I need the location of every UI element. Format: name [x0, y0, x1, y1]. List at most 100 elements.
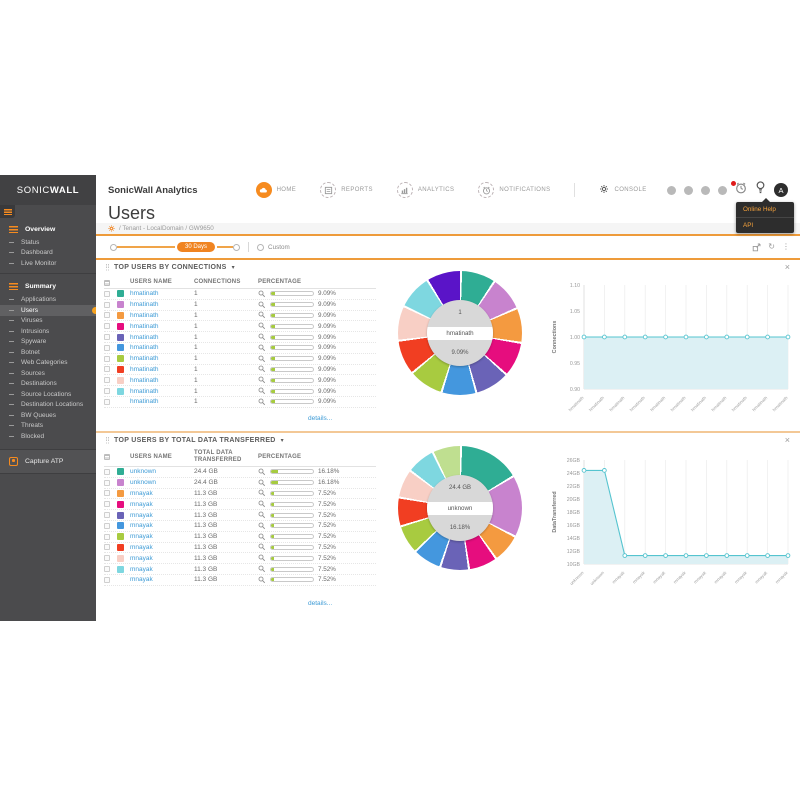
hamburger-menu-icon[interactable] [0, 205, 15, 218]
row-checkbox[interactable] [104, 323, 110, 330]
close-icon[interactable]: × [784, 262, 790, 272]
magnifier-icon[interactable] [258, 387, 266, 395]
drag-handle-icon[interactable] [106, 436, 109, 445]
sidebar-item-botnet[interactable]: Botnet [0, 347, 96, 358]
user-name-link[interactable]: unknown [130, 468, 157, 476]
row-checkbox[interactable] [104, 576, 110, 583]
chevron-down-icon[interactable]: ▾ [280, 437, 284, 444]
sidebar-item-source-locations[interactable]: Source Locations [0, 389, 96, 400]
kebab-menu-icon[interactable]: ⋮ [782, 242, 790, 251]
menu-dot-icon[interactable] [667, 185, 676, 195]
sidebar-item-destinations[interactable]: Destinations [0, 379, 96, 390]
alerts-clock-icon[interactable] [730, 180, 747, 199]
row-checkbox[interactable] [104, 544, 110, 551]
magnifier-icon[interactable] [258, 311, 266, 319]
user-name-link[interactable]: hmatinath [130, 376, 159, 384]
user-name-link[interactable]: mnayak [130, 511, 153, 519]
magnifier-icon[interactable] [258, 543, 266, 551]
api-menu-item[interactable]: API [736, 217, 794, 233]
user-name-link[interactable]: hmatinath [130, 344, 159, 352]
row-checkbox[interactable] [104, 355, 110, 362]
magnifier-icon[interactable] [258, 301, 266, 309]
sidebar-item-destination-locations[interactable]: Destination Locations [0, 400, 96, 411]
sidebar-item-dashboard[interactable]: Dashboard [0, 248, 96, 259]
sidebar-item-applications[interactable]: Applications [0, 295, 96, 306]
magnifier-icon[interactable] [258, 565, 266, 573]
user-name-link[interactable]: mnayak [130, 543, 153, 551]
user-avatar[interactable]: A [774, 183, 788, 197]
close-icon[interactable]: × [784, 435, 790, 445]
chevron-down-icon[interactable]: ▾ [231, 264, 235, 271]
user-name-link[interactable]: mnayak [130, 500, 153, 508]
details-link[interactable]: details... [308, 600, 333, 607]
user-name-link[interactable]: mnayak [130, 522, 153, 530]
magnifier-icon[interactable] [258, 355, 266, 363]
row-checkbox[interactable] [104, 501, 110, 508]
nav-item-reports[interactable]: REPORTS [320, 182, 373, 198]
row-checkbox[interactable] [104, 290, 110, 297]
row-checkbox[interactable] [104, 468, 110, 475]
sidebar-item-threats[interactable]: Threats [0, 421, 96, 432]
nav-item-analytics[interactable]: ANALYTICS [396, 182, 455, 198]
row-checkbox[interactable] [104, 533, 110, 540]
magnifier-icon[interactable] [258, 398, 266, 406]
row-checkbox[interactable] [104, 566, 110, 573]
sidebar-item-live-monitor[interactable]: Live Monitor [0, 258, 96, 269]
row-checkbox[interactable] [104, 555, 110, 562]
row-checkbox[interactable] [104, 490, 110, 497]
user-name-link[interactable]: hmatinath [130, 365, 159, 373]
magnifier-icon[interactable] [258, 489, 266, 497]
select-all-checkbox[interactable] [104, 279, 110, 286]
drag-handle-icon[interactable] [106, 263, 109, 272]
slider-end-handle[interactable] [233, 243, 241, 251]
magnifier-icon[interactable] [258, 500, 266, 508]
sidebar-item-viruses[interactable]: Viruses [0, 316, 96, 327]
sidebar-item-spyware[interactable]: Spyware [0, 337, 96, 348]
sidebar-item-web-categories[interactable]: Web Categories [0, 358, 96, 369]
user-name-link[interactable]: hmatinath [130, 322, 159, 330]
slider-start-handle[interactable] [110, 243, 117, 251]
row-checkbox[interactable] [104, 388, 110, 395]
menu-dot-icon[interactable] [718, 185, 727, 195]
row-checkbox[interactable] [104, 344, 110, 351]
nav-item-console[interactable]: CONSOLE [599, 181, 646, 199]
magnifier-icon[interactable] [258, 522, 266, 530]
magnifier-icon[interactable] [258, 344, 266, 352]
sidebar-item-users[interactable]: Users [0, 305, 96, 316]
row-checkbox[interactable] [104, 479, 110, 486]
details-link[interactable]: details... [308, 415, 333, 422]
time-range-pill[interactable]: 30 Days [177, 242, 216, 252]
user-name-link[interactable]: mnayak [130, 565, 153, 573]
menu-dot-icon[interactable] [684, 185, 693, 195]
user-name-link[interactable]: hmatinath [130, 301, 159, 309]
custom-range-checkbox[interactable] [257, 243, 265, 251]
select-all-checkbox[interactable] [104, 454, 110, 460]
magnifier-icon[interactable] [258, 468, 266, 476]
magnifier-icon[interactable] [258, 322, 266, 330]
user-name-link[interactable]: hmatinath [130, 398, 159, 406]
user-name-link[interactable]: hmatinath [130, 290, 159, 298]
menu-dot-icon[interactable] [701, 185, 710, 195]
user-name-link[interactable]: hmatinath [130, 355, 159, 363]
connections-donut-chart[interactable]: 1 hmatinath 9.09% [398, 271, 522, 395]
magnifier-icon[interactable] [258, 576, 266, 584]
sidebar-item-status[interactable]: Status [0, 237, 96, 248]
row-checkbox[interactable] [104, 334, 110, 341]
user-name-link[interactable]: hmatinath [130, 387, 159, 395]
user-name-link[interactable]: mnayak [130, 489, 153, 497]
user-name-link[interactable]: hmatinath [130, 333, 159, 341]
export-icon[interactable] [752, 243, 761, 252]
sidebar-item-bw-queues[interactable]: BW Queues [0, 410, 96, 421]
magnifier-icon[interactable] [258, 554, 266, 562]
sidebar-item-intrusions[interactable]: Intrusions [0, 326, 96, 337]
refresh-icon[interactable]: ↻ [768, 242, 775, 251]
sidebar-item-capture-atp[interactable]: Capture ATP [0, 448, 96, 474]
magnifier-icon[interactable] [258, 365, 266, 373]
lightbulb-icon[interactable] [755, 181, 766, 199]
row-checkbox[interactable] [104, 312, 110, 319]
row-checkbox[interactable] [104, 512, 110, 519]
row-checkbox[interactable] [104, 301, 110, 308]
magnifier-icon[interactable] [258, 333, 266, 341]
sidebar-group-overview[interactable]: Overview [0, 221, 96, 237]
user-name-link[interactable]: mnayak [130, 576, 153, 584]
